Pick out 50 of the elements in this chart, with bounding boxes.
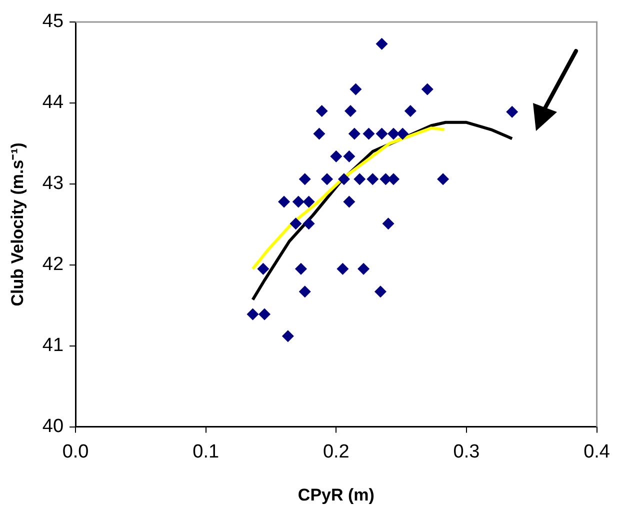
point	[257, 262, 270, 275]
point	[376, 38, 388, 50]
x-tick-label: 0.0	[62, 441, 89, 462]
point	[348, 128, 360, 140]
x-tick-label: 0.2	[322, 441, 350, 462]
point	[298, 173, 311, 186]
point	[321, 173, 334, 186]
point	[302, 218, 315, 230]
point	[290, 218, 302, 230]
x-tick-label: 0.1	[192, 441, 220, 462]
point	[437, 173, 450, 186]
point	[506, 106, 518, 118]
point	[374, 286, 386, 298]
y-tick-label: 41	[42, 335, 64, 356]
x-tick-label: 0.4	[584, 441, 610, 462]
point	[258, 308, 270, 320]
point	[344, 105, 356, 118]
point	[382, 218, 394, 230]
point	[404, 105, 416, 118]
x-tick-label: 0.3	[453, 441, 480, 462]
point	[282, 330, 294, 342]
y-tick-label: 42	[42, 254, 64, 276]
x-axis-title: CPyR (m)	[298, 485, 374, 504]
point	[336, 262, 349, 275]
point	[316, 105, 328, 118]
point	[330, 150, 342, 162]
y-axis-title: Club Velocity (m.s⁻¹)	[8, 142, 27, 306]
y-tick-label: 40	[42, 416, 64, 438]
point	[343, 150, 356, 162]
point	[313, 128, 326, 140]
point	[246, 308, 259, 320]
point	[421, 83, 434, 96]
y-tick-label: 43	[42, 173, 64, 194]
point	[362, 128, 375, 140]
point	[292, 196, 304, 208]
y-tick-label: 45	[42, 11, 64, 32]
point	[366, 173, 379, 186]
point	[278, 196, 290, 208]
point	[354, 173, 366, 186]
point	[350, 83, 362, 96]
point	[376, 128, 388, 140]
point	[294, 262, 307, 275]
point	[343, 196, 356, 208]
point	[358, 262, 370, 275]
point	[338, 173, 350, 186]
point	[388, 128, 400, 140]
y-tick-label: 44	[42, 92, 64, 114]
point	[298, 286, 311, 298]
point	[302, 196, 315, 208]
point	[396, 128, 409, 140]
